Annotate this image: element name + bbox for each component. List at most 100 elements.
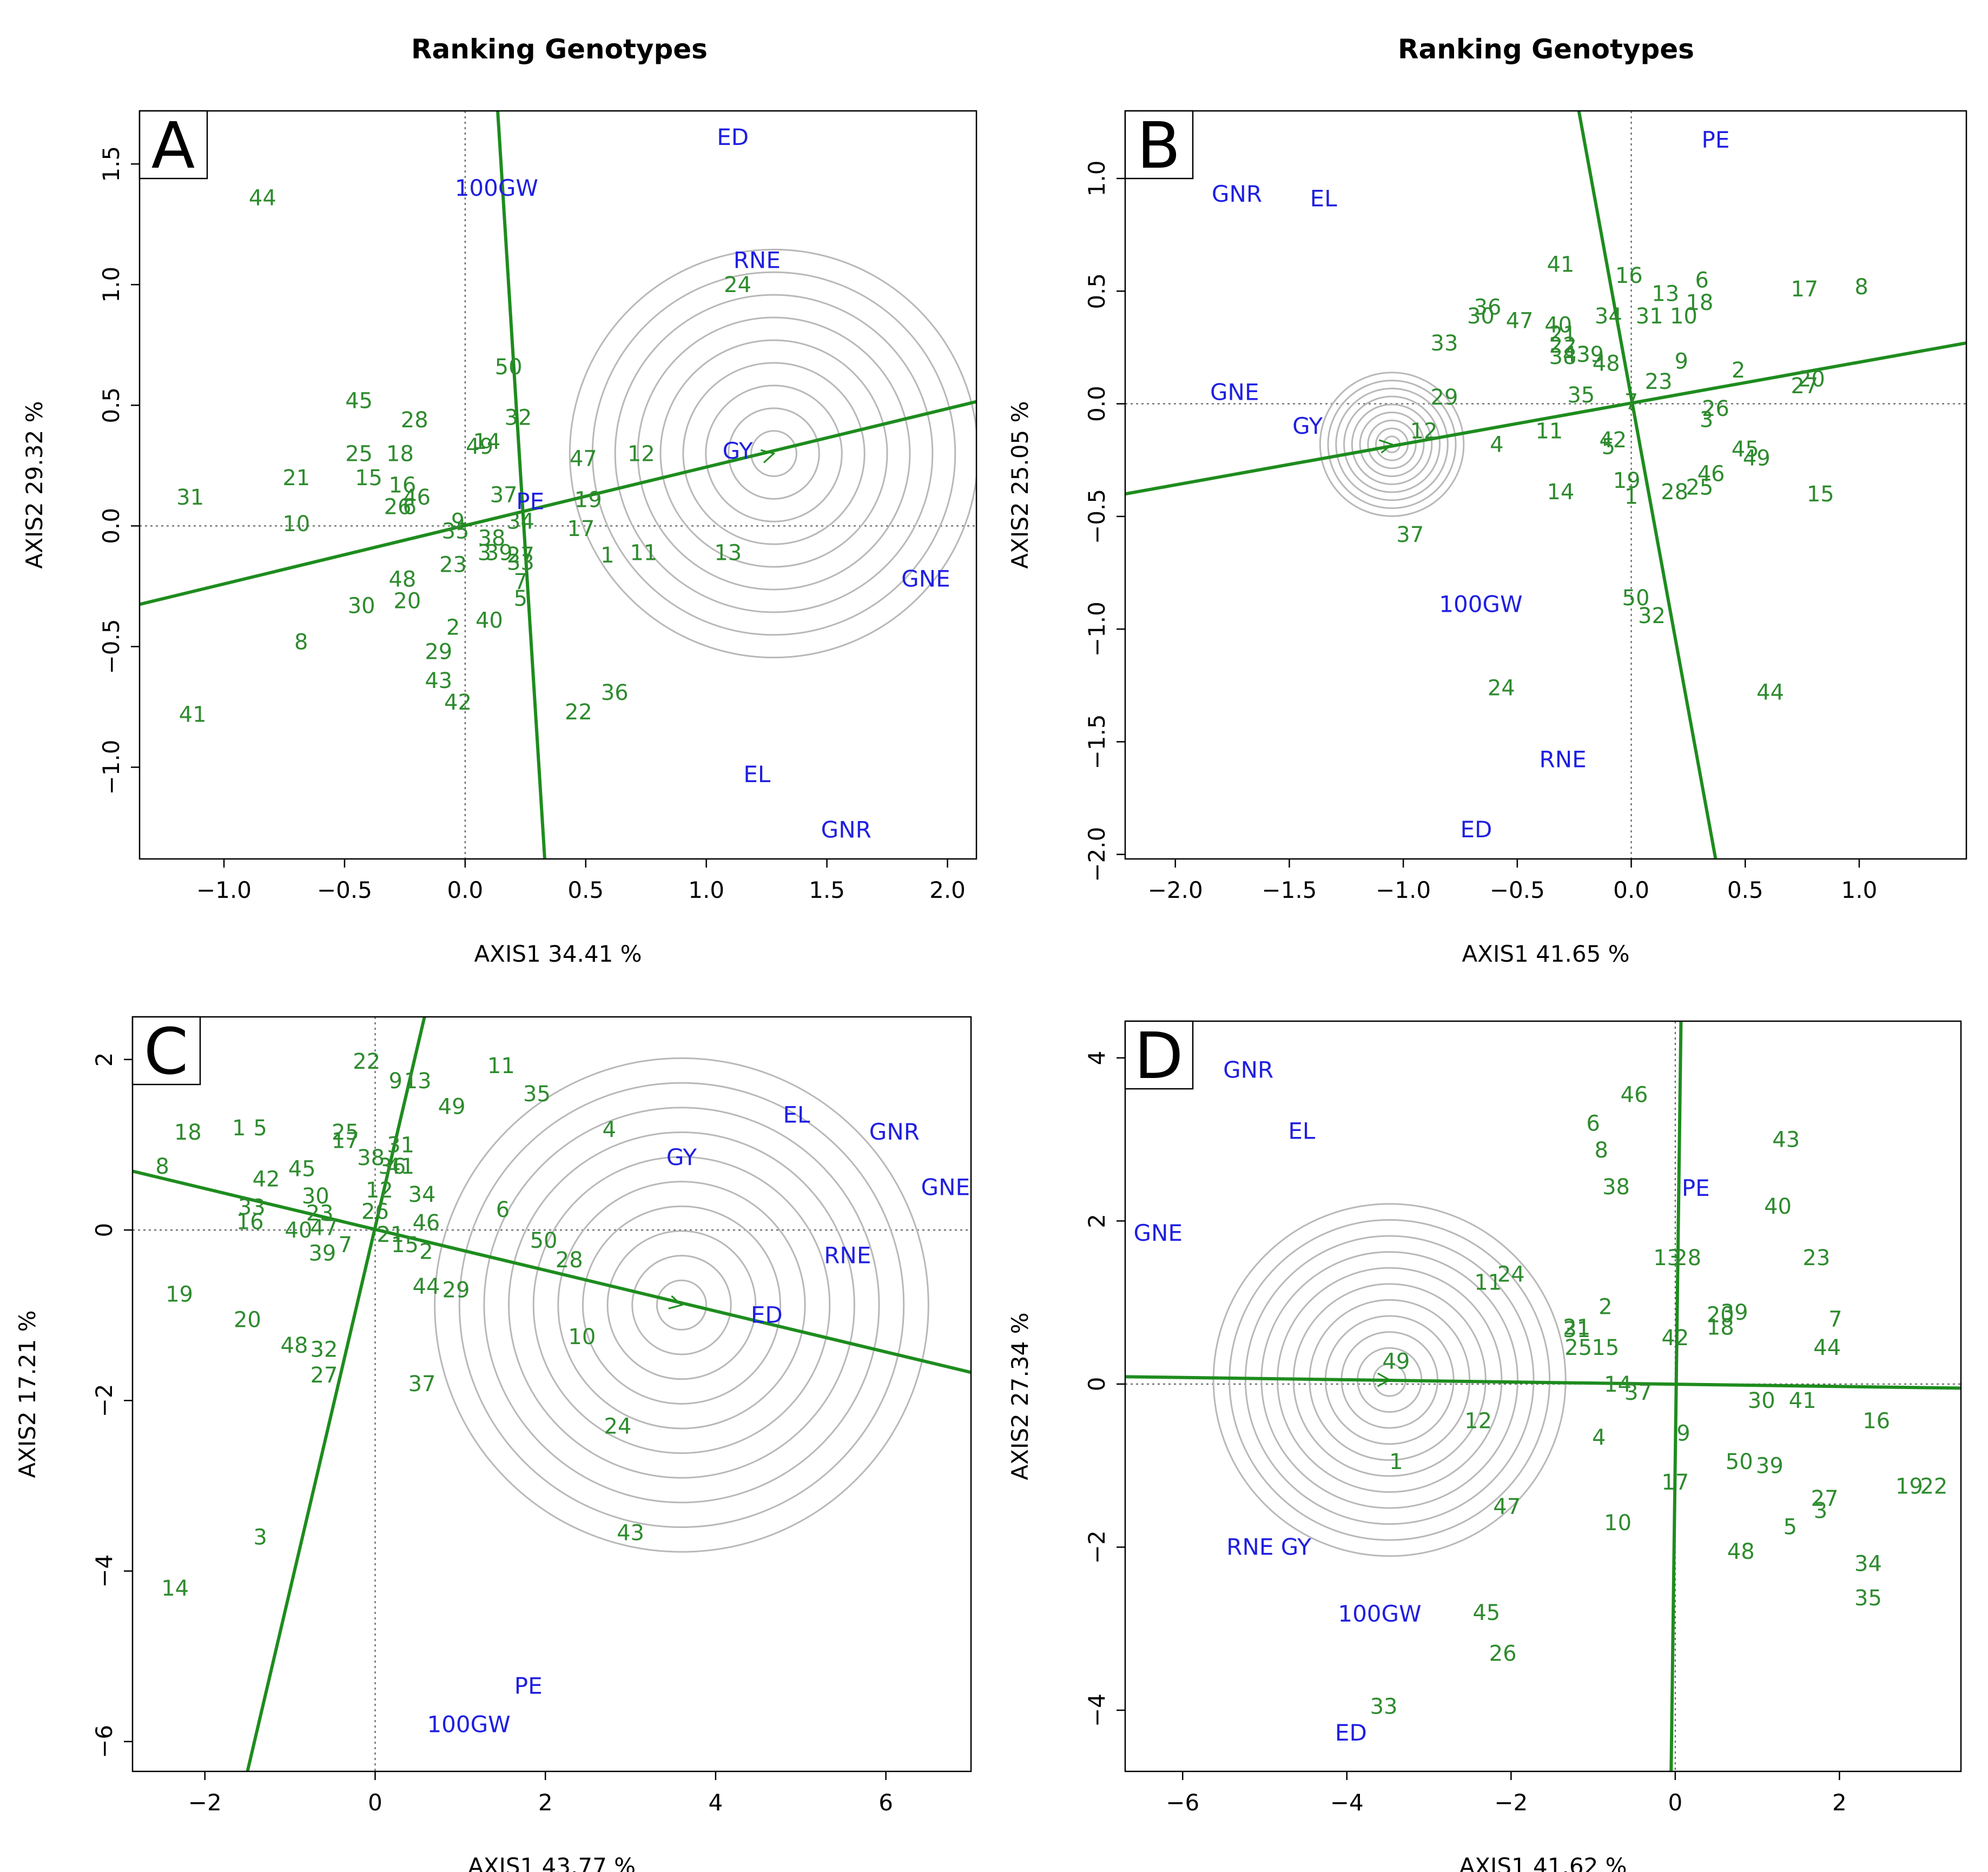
- genotype-label: 46: [412, 1210, 440, 1235]
- y-tick-label: −1.5: [1084, 714, 1110, 769]
- genotype-label: 12: [1464, 1409, 1492, 1434]
- plot-frame: [1124, 110, 1967, 860]
- y-axis-label: AXIS2 29.32 %: [21, 401, 48, 568]
- genotype-label: 12: [628, 442, 655, 467]
- genotype-label: 11: [1535, 419, 1563, 444]
- genotype-label: 23: [1645, 369, 1673, 394]
- genotype-label: 12: [1410, 419, 1438, 444]
- genotype-label: 13: [1653, 1246, 1681, 1271]
- genotype-label: 34: [1595, 304, 1622, 329]
- genotype-label: 48: [388, 567, 416, 592]
- panel-letter: D: [1134, 1018, 1184, 1093]
- genotype-label: 43: [617, 1521, 644, 1546]
- genotype-label: 29: [1431, 385, 1458, 410]
- ideal-ring: [1212, 1203, 1567, 1557]
- genotype-label: 24: [1488, 676, 1515, 700]
- genotype-label: 45: [345, 388, 373, 413]
- genotype-label: 12: [366, 1178, 393, 1203]
- genotype-label: 4: [1490, 433, 1503, 458]
- ideal-ring: [682, 362, 866, 545]
- x-tick-label: −1.0: [1376, 877, 1431, 903]
- genotype-label: 39: [1721, 1300, 1748, 1325]
- trait-label: EL: [783, 1101, 810, 1128]
- genotype-label: 2: [1599, 1295, 1612, 1320]
- panel-letter-box: [138, 110, 208, 180]
- genotype-label: 50: [495, 355, 523, 380]
- genotype-label: 22: [353, 1049, 380, 1074]
- genotype-label: 8: [1854, 275, 1868, 300]
- x-tick-label: −2: [188, 1789, 222, 1816]
- genotype-label: 33: [1431, 331, 1458, 356]
- ideal-ring: [569, 248, 976, 659]
- trait-label: GNE: [901, 565, 950, 592]
- x-tick-label: 1.0: [688, 877, 724, 903]
- genotype-label: 41: [1789, 1388, 1817, 1413]
- genotype-label: 21: [377, 1222, 404, 1247]
- genotype-label: 14: [1604, 1372, 1632, 1397]
- genotype-label: 48: [281, 1333, 308, 1358]
- genotype-label: 5: [1784, 1515, 1797, 1540]
- genotype-label: 21: [1549, 322, 1577, 347]
- genotype-label: 17: [1791, 277, 1818, 302]
- trait-label: RNE: [734, 247, 781, 274]
- genotype-label: 35: [442, 519, 470, 544]
- genotype-label: 7: [514, 570, 527, 594]
- genotype-label: 39: [1576, 342, 1604, 367]
- perpendicular-axis: [246, 1017, 426, 1771]
- genotype-label: 38: [1602, 1175, 1630, 1200]
- genotype-label: 38: [1549, 345, 1577, 369]
- trait-label: 100GW: [455, 175, 538, 201]
- genotype-label: 6: [1695, 268, 1708, 293]
- genotype-label: 9: [389, 1069, 402, 1094]
- average-environment-axis: [133, 1169, 971, 1374]
- genotype-label: 14: [1547, 480, 1574, 505]
- trait-label: EL: [1288, 1118, 1316, 1145]
- ideal-ring: [728, 407, 820, 500]
- y-tick-label: −2: [91, 1384, 117, 1417]
- genotype-label: 8: [155, 1154, 169, 1179]
- genotype-label: 9: [1676, 1421, 1690, 1446]
- genotype-label: 42: [444, 690, 472, 715]
- genotype-label: 34: [507, 509, 534, 534]
- ideal-ring: [637, 316, 911, 591]
- trait-label: RNE: [824, 1242, 871, 1268]
- trait-label: GY: [666, 1144, 697, 1170]
- plot-frame: [1124, 1020, 1962, 1772]
- genotype-label: 11: [1474, 1270, 1502, 1295]
- genotype-label: 41: [1547, 252, 1574, 277]
- genotype-label: 16: [1862, 1409, 1890, 1434]
- ideal-ring: [1327, 380, 1457, 510]
- ideal-arrow: [1377, 1372, 1391, 1387]
- perpendicular-axis: [1669, 1021, 1683, 1771]
- genotype-label: 43: [1563, 342, 1590, 367]
- y-tick-label: 2: [1084, 1214, 1110, 1228]
- genotype-label: 45: [1732, 437, 1759, 462]
- genotype-label: 27: [311, 1363, 338, 1388]
- genotype-label: 3: [1814, 1499, 1827, 1524]
- genotype-label: 6: [496, 1198, 510, 1222]
- genotype-label: 37: [490, 482, 518, 507]
- genotype-label: 40: [1764, 1194, 1792, 1219]
- genotype-label: 50: [1726, 1450, 1753, 1474]
- trait-label: ED: [751, 1302, 783, 1328]
- y-axis-label: AXIS2 25.05 %: [1007, 401, 1033, 568]
- ideal-ring: [606, 1230, 757, 1380]
- x-tick-label: −1.5: [1262, 877, 1317, 903]
- genotype-label: 41: [387, 1154, 414, 1179]
- genotype-label: 26: [1702, 396, 1729, 421]
- genotype-label: 21: [282, 466, 310, 491]
- genotype-label: 44: [249, 186, 276, 211]
- genotype-label: 42: [1599, 428, 1627, 453]
- y-axis-label: AXIS2 27.34 %: [1007, 1312, 1033, 1480]
- genotype-label: 42: [1661, 1326, 1689, 1351]
- x-tick-label: −6: [1166, 1789, 1199, 1816]
- genotype-label: 21: [1563, 1315, 1590, 1340]
- y-tick-label: −6: [91, 1725, 117, 1758]
- panel-letter: B: [1137, 108, 1181, 183]
- genotype-label: 47: [570, 446, 597, 471]
- panel-letter-box: [1124, 1020, 1194, 1090]
